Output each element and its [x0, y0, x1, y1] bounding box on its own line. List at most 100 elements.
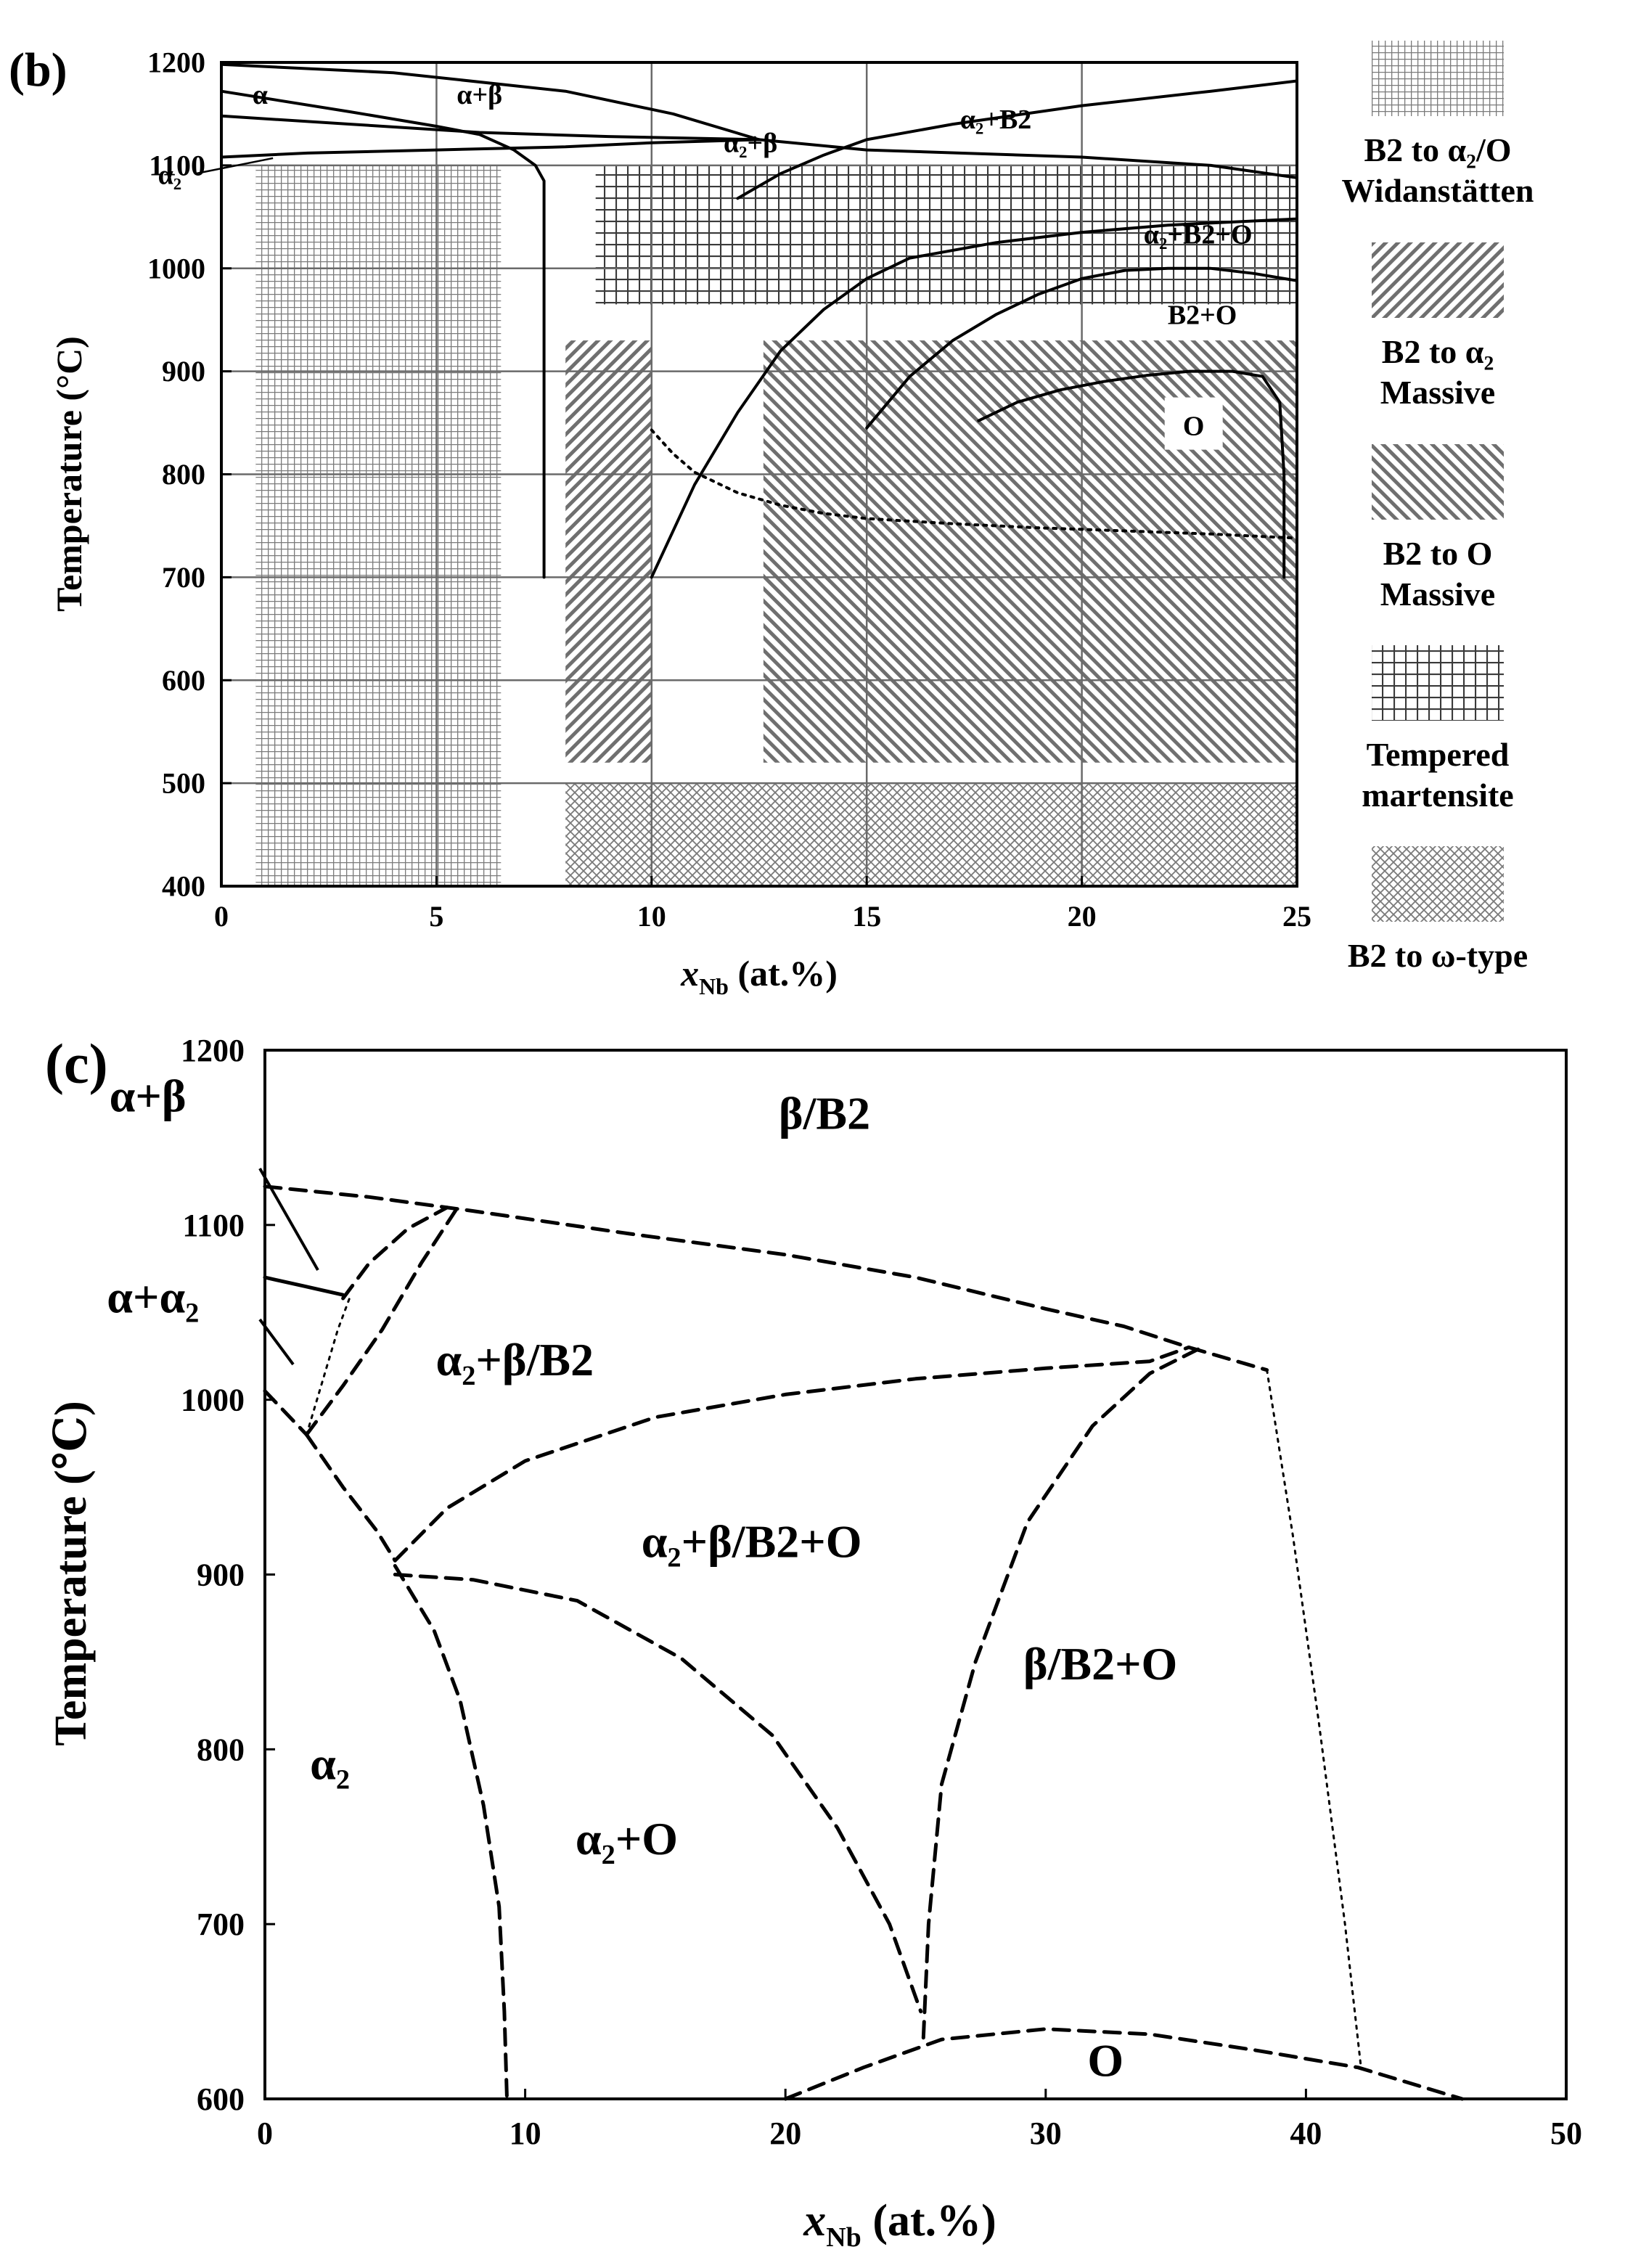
pointer-alpha-beta: [258, 1168, 319, 1271]
pointer-alpha-alpha2: [258, 1318, 295, 1366]
b-annotations: α α+β α₂+β α₂+B2 α₂ α₂+B2+O B2+O O: [158, 80, 1253, 450]
y-tick-label: 1000: [181, 1383, 245, 1418]
series-alpha-upper: [220, 89, 546, 579]
b-annotation: α₂: [158, 160, 182, 190]
legend-label-massive-a2: Massive: [1380, 374, 1495, 411]
legend-label-martensite: Tempered: [1367, 736, 1510, 773]
c-annotation: α₂+β/B2+O: [642, 1515, 862, 1567]
y-tick-label: 600: [197, 2081, 245, 2117]
c-xlabel: xNb (at.%): [803, 2196, 996, 2253]
legend-label-widmanstatten: B2 to α₂/O: [1364, 131, 1511, 168]
series-a2b2o-upper: [650, 217, 1298, 579]
legend-label-massive-a2: B2 to α₂: [1382, 333, 1494, 370]
series-o-phase: [977, 369, 1286, 579]
series-b2o-boundary: [921, 1345, 1204, 2040]
c-ticks: 0 10 20 30 40 50 600 700 800 900 1000 1100 1200: [181, 1033, 1582, 2151]
y-tick-label: 400: [162, 870, 205, 903]
y-tick-label: 1200: [147, 46, 205, 79]
legend-swatch-martensite: [1372, 645, 1504, 721]
y-tick-label: 600: [162, 664, 205, 697]
legend-label-omega: B2 to ω-type: [1348, 937, 1528, 974]
x-tick-label: 5: [429, 900, 443, 933]
b-annotation: O: [1183, 412, 1205, 442]
series-beta-transus: [263, 1184, 1269, 1372]
c-annotation: β/B2: [779, 1087, 870, 1139]
c-xlabel-rest: (at.%): [861, 2196, 996, 2246]
b-regions: [255, 165, 1297, 886]
c-panel-label: (c): [45, 1032, 108, 1095]
b-panel-label: (b): [9, 44, 67, 97]
b-annotation: α₂+B2+O: [1144, 220, 1253, 250]
x-tick-label: 10: [637, 900, 666, 933]
series-alpha-lower: [220, 114, 761, 142]
region-omega: [565, 783, 1297, 886]
x-tick-label: 20: [769, 2116, 801, 2151]
b-annotation: α₂+B2: [960, 105, 1032, 135]
series-a2-b2-boundary: [736, 79, 1298, 200]
legend-swatch-omega: [1372, 846, 1504, 922]
x-tick-label: 50: [1550, 2116, 1582, 2151]
y-tick-label: 700: [197, 1907, 245, 1942]
series-right-dotted: [1266, 1369, 1362, 2066]
y-tick-label: 800: [162, 458, 205, 491]
c-annotation: β/B2+O: [1023, 1638, 1177, 1690]
b-annotation: α+β: [457, 80, 502, 110]
b-ylabel: Temperature (°C): [49, 336, 89, 612]
y-tick-label: 700: [162, 561, 205, 594]
c-annotation: α₂+β/B2: [436, 1334, 594, 1385]
series-a2-curve: [263, 1389, 308, 1437]
y-tick-label: 900: [162, 355, 205, 388]
c-xlabel-sub: Nb: [826, 2222, 861, 2253]
b-annotation: B2+O: [1168, 300, 1237, 330]
c-series: [263, 1184, 1465, 2101]
x-tick-label: 25: [1282, 900, 1311, 933]
b-legend: B2 to α₂/O Widanstätten B2 to α₂ Massive B2 …: [1342, 41, 1534, 974]
panel-c: β/B2 α+β α+α₂ α₂+β/B2 α₂+β/B2+O β/B2+O α₂ α₂+O O…: [45, 1032, 1582, 2253]
x-tick-label: 0: [214, 900, 229, 933]
c-plot-frame: [263, 1049, 1568, 2100]
series-a-a2b2-line2: [304, 1205, 459, 1437]
legend-label-martensite: martensite: [1362, 777, 1513, 814]
c-annotation: α+β: [110, 1070, 187, 1121]
x-tick-label: 15: [852, 900, 881, 933]
b-annotation: α: [253, 80, 268, 110]
x-tick-label: 0: [257, 2116, 273, 2151]
x-tick-label: 30: [1030, 2116, 1062, 2151]
y-tick-label: 500: [162, 767, 205, 800]
region-martensite: [595, 165, 1297, 305]
x-tick-label: 20: [1068, 900, 1097, 933]
series-beta-transus: [220, 62, 1298, 179]
y-tick-label: 1200: [181, 1033, 245, 1068]
series-o-boundary-left: [393, 1564, 509, 2101]
b-xlabel: xNb (at.%): [680, 953, 838, 999]
series-b2o-boundary: [865, 266, 1298, 430]
c-annotation: α₂+O: [576, 1813, 678, 1864]
c-annotations: β/B2 α+β α+α₂ α₂+β/B2 α₂+β/B2+O β/B2+O α₂ α₂+O O: [107, 1070, 1177, 2086]
region-massive-a2: [565, 340, 652, 763]
y-tick-label: 800: [197, 1732, 245, 1767]
series-a2b2-mid: [393, 1345, 1191, 1563]
series-o-dome: [783, 2027, 1465, 2101]
region-widmanstatten: [255, 165, 502, 886]
legend-label-massive-o: Massive: [1380, 576, 1495, 613]
y-tick-label: 1100: [182, 1208, 245, 1243]
legend-swatch-massive-a2: [1372, 242, 1504, 318]
legend-label-widmanstatten: Widanstätten: [1342, 172, 1534, 209]
x-tick-label: 10: [509, 2116, 541, 2151]
x-tick-label: 40: [1290, 2116, 1322, 2151]
y-tick-label: 1000: [147, 252, 205, 284]
b-annotation: α₂+β: [724, 128, 777, 158]
y-tick-label: 1100: [149, 149, 205, 181]
series-dotted-line: [650, 428, 1298, 540]
legend-label-massive-o: B2 to O: [1383, 535, 1493, 572]
c-xlabel-main: x: [803, 2196, 826, 2246]
c-annotation: α+α₂: [107, 1271, 199, 1322]
legend-swatch-widmanstatten: [1372, 41, 1504, 116]
c-ylabel: Temperature (℃): [46, 1401, 96, 1745]
b-ticks: 0 5 10 15 20 25 400 500 600 700 800 900 1000 1100 1200: [147, 46, 1311, 933]
c-annotation: α₂: [310, 1737, 350, 1789]
b-xlabel-main: x: [680, 953, 699, 994]
y-tick-label: 900: [197, 1557, 245, 1592]
legend-swatch-massive-o: [1372, 444, 1504, 520]
